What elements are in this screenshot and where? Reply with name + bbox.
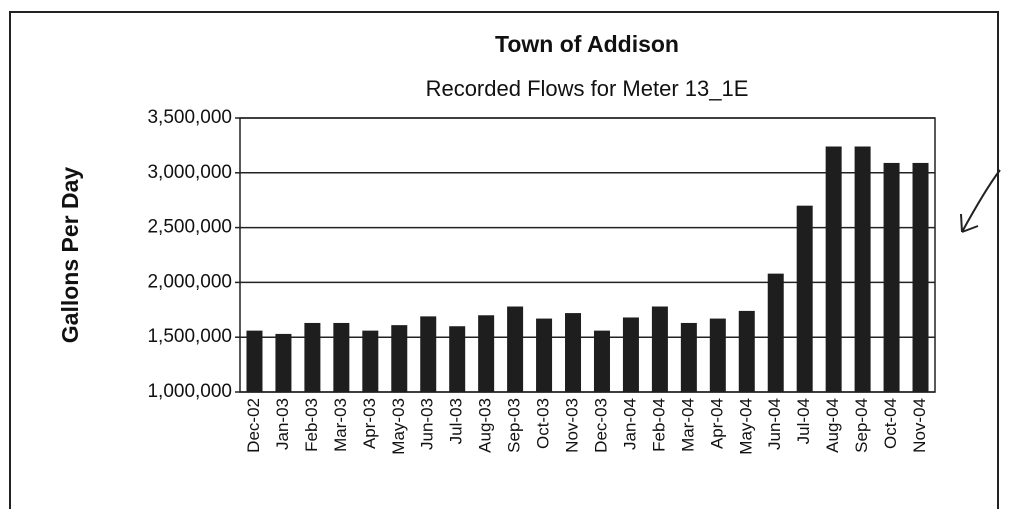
x-tick-label: Aug-04 [823, 398, 842, 453]
bar [854, 146, 871, 392]
y-tick-label: 1,500,000 [147, 326, 232, 347]
bar [796, 205, 813, 392]
bar [478, 315, 495, 392]
bar [449, 326, 466, 392]
x-tick-label: Feb-03 [302, 398, 321, 452]
x-tick-label: Sep-04 [852, 398, 871, 453]
bar [536, 318, 553, 392]
y-tick-label: 3,500,000 [147, 107, 232, 128]
bar [333, 322, 350, 392]
x-tick-label: Sep-03 [505, 398, 524, 453]
x-tick-label: Oct-03 [534, 398, 553, 449]
y-tick-label: 1,000,000 [147, 381, 232, 402]
x-tick-label: Mar-04 [678, 398, 697, 452]
y-axis-label: Gallons Per Day [57, 167, 83, 344]
x-tick-label: Jan-04 [620, 398, 639, 450]
bar [593, 330, 610, 392]
y-tick-label: 2,000,000 [147, 271, 232, 292]
x-tick-label: Dec-02 [244, 398, 263, 453]
chart-title: Town of Addison [495, 31, 679, 57]
x-tick-label: Apr-03 [360, 398, 379, 449]
x-tick-label: Jun-04 [765, 398, 784, 450]
bar [622, 317, 639, 392]
bar [709, 318, 726, 392]
x-tick-label: Oct-04 [881, 398, 900, 449]
bar [738, 310, 755, 392]
bar [304, 322, 321, 392]
bar [507, 306, 524, 392]
x-tick-label: Aug-03 [476, 398, 495, 453]
x-tick-label: Jul-04 [794, 398, 813, 444]
bar [912, 162, 929, 392]
x-tick-label: Jul-03 [447, 398, 466, 444]
x-tick-label: May-04 [736, 398, 755, 455]
x-tick-label: Apr-04 [707, 398, 726, 449]
x-tick-label: Mar-03 [331, 398, 350, 452]
y-tick-label: 2,500,000 [147, 217, 232, 238]
x-tick-label: Dec-03 [591, 398, 610, 453]
plot-area [239, 117, 936, 393]
bar [246, 330, 263, 392]
bar [391, 325, 408, 392]
bar [565, 313, 582, 392]
bar [420, 316, 437, 392]
bar [767, 273, 784, 392]
hand-drawn-arrow [960, 169, 1001, 233]
x-tick-label: Jan-03 [273, 398, 292, 450]
bar [362, 330, 379, 392]
chart-subtitle: Recorded Flows for Meter 13_1E [426, 76, 749, 101]
x-tick-label: Jun-03 [418, 398, 437, 450]
y-tick-label: 3,000,000 [147, 162, 232, 183]
bar [651, 306, 668, 392]
bar [275, 333, 292, 392]
x-tick-label: Nov-04 [910, 398, 929, 453]
bar [883, 162, 900, 392]
x-tick-label: Nov-03 [563, 398, 582, 453]
x-tick-label: May-03 [389, 398, 408, 455]
bar [825, 146, 842, 392]
bar [680, 322, 697, 392]
x-tick-label: Feb-04 [649, 398, 668, 452]
